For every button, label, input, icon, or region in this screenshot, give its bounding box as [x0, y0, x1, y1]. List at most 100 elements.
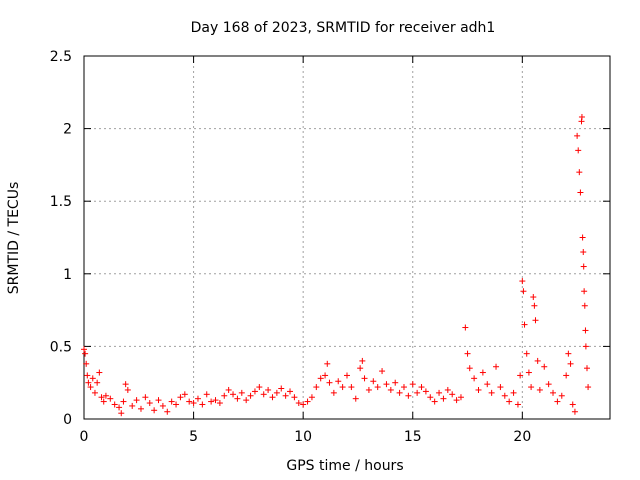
data-point — [528, 384, 535, 391]
data-point — [418, 384, 425, 391]
data-point — [98, 394, 105, 401]
data-point — [335, 378, 342, 385]
data-point — [230, 391, 237, 398]
data-point — [525, 369, 532, 376]
data-point — [203, 391, 210, 398]
data-point — [173, 401, 180, 408]
data-point — [519, 278, 526, 285]
data-point — [243, 397, 250, 404]
data-point — [582, 343, 589, 350]
data-point — [122, 381, 129, 388]
data-point — [563, 372, 570, 379]
y-tick-label: 1.5 — [50, 194, 72, 210]
data-point — [577, 189, 584, 196]
data-point — [427, 394, 434, 401]
data-point — [137, 405, 144, 412]
data-point — [83, 360, 90, 367]
data-point — [569, 401, 576, 408]
data-point — [444, 386, 451, 393]
data-point — [324, 360, 331, 367]
data-point — [370, 378, 377, 385]
data-point — [308, 394, 315, 401]
data-point — [365, 386, 372, 393]
data-point — [523, 350, 530, 357]
data-point — [575, 147, 582, 154]
data-point — [300, 401, 307, 408]
data-point — [278, 385, 285, 392]
data-point — [100, 398, 107, 405]
data-point — [493, 363, 500, 370]
y-tick-label: 1 — [63, 267, 72, 283]
data-point — [471, 375, 478, 382]
data-point — [440, 395, 447, 402]
data-point — [118, 410, 125, 417]
data-point — [462, 324, 469, 331]
data-point — [322, 372, 329, 379]
data-point — [84, 372, 91, 379]
x-tick-label: 0 — [80, 429, 89, 445]
data-point — [352, 395, 359, 402]
data-point — [550, 389, 557, 396]
data-point — [247, 392, 254, 399]
data-point — [107, 395, 114, 402]
data-point — [436, 389, 443, 396]
data-point — [374, 384, 381, 391]
x-tick-label: 15 — [404, 429, 422, 445]
y-tick-label: 2.5 — [50, 49, 72, 65]
data-point — [585, 384, 592, 391]
data-point — [85, 379, 92, 386]
data-point — [251, 388, 258, 395]
data-point — [186, 398, 193, 405]
data-point — [168, 398, 175, 405]
data-point — [317, 375, 324, 382]
data-point — [531, 302, 538, 309]
data-point — [111, 401, 118, 408]
data-point — [234, 395, 241, 402]
x-axis-label: GPS time / hours — [286, 458, 403, 474]
data-point — [238, 389, 245, 396]
data-point — [578, 113, 585, 120]
data-point — [190, 400, 197, 407]
data-point — [545, 381, 552, 388]
y-tick-label: 0 — [63, 412, 72, 428]
x-tick-label: 20 — [513, 429, 531, 445]
data-point — [326, 379, 333, 386]
data-point — [199, 401, 206, 408]
data-point — [431, 398, 438, 405]
data-point — [348, 384, 355, 391]
data-point — [359, 357, 366, 364]
data-point — [400, 384, 407, 391]
data-point — [383, 381, 390, 388]
data-point — [530, 294, 537, 301]
data-point — [464, 350, 471, 357]
data-point — [580, 263, 587, 270]
data-point — [510, 389, 517, 396]
data-point — [208, 398, 215, 405]
data-point — [194, 395, 201, 402]
data-point — [409, 381, 416, 388]
data-point — [466, 365, 473, 372]
data-point — [501, 392, 508, 399]
data-point — [151, 407, 158, 414]
data-point — [558, 392, 565, 399]
data-point — [146, 400, 153, 407]
data-point — [142, 394, 149, 401]
y-tick-label: 2 — [63, 122, 72, 138]
data-point — [225, 386, 232, 393]
data-point — [387, 386, 394, 393]
data-point — [282, 392, 289, 399]
grid-lines — [84, 56, 610, 419]
data-point — [567, 360, 574, 367]
data-point — [273, 389, 280, 396]
data-point — [457, 394, 464, 401]
data-point — [396, 389, 403, 396]
data-point — [506, 398, 513, 405]
x-tick-label: 5 — [189, 429, 198, 445]
data-point — [497, 384, 504, 391]
data-point — [521, 321, 528, 328]
data-point — [534, 357, 541, 364]
data-point — [582, 327, 589, 334]
data-point — [392, 379, 399, 386]
data-point — [159, 402, 166, 409]
data-point — [541, 363, 548, 370]
